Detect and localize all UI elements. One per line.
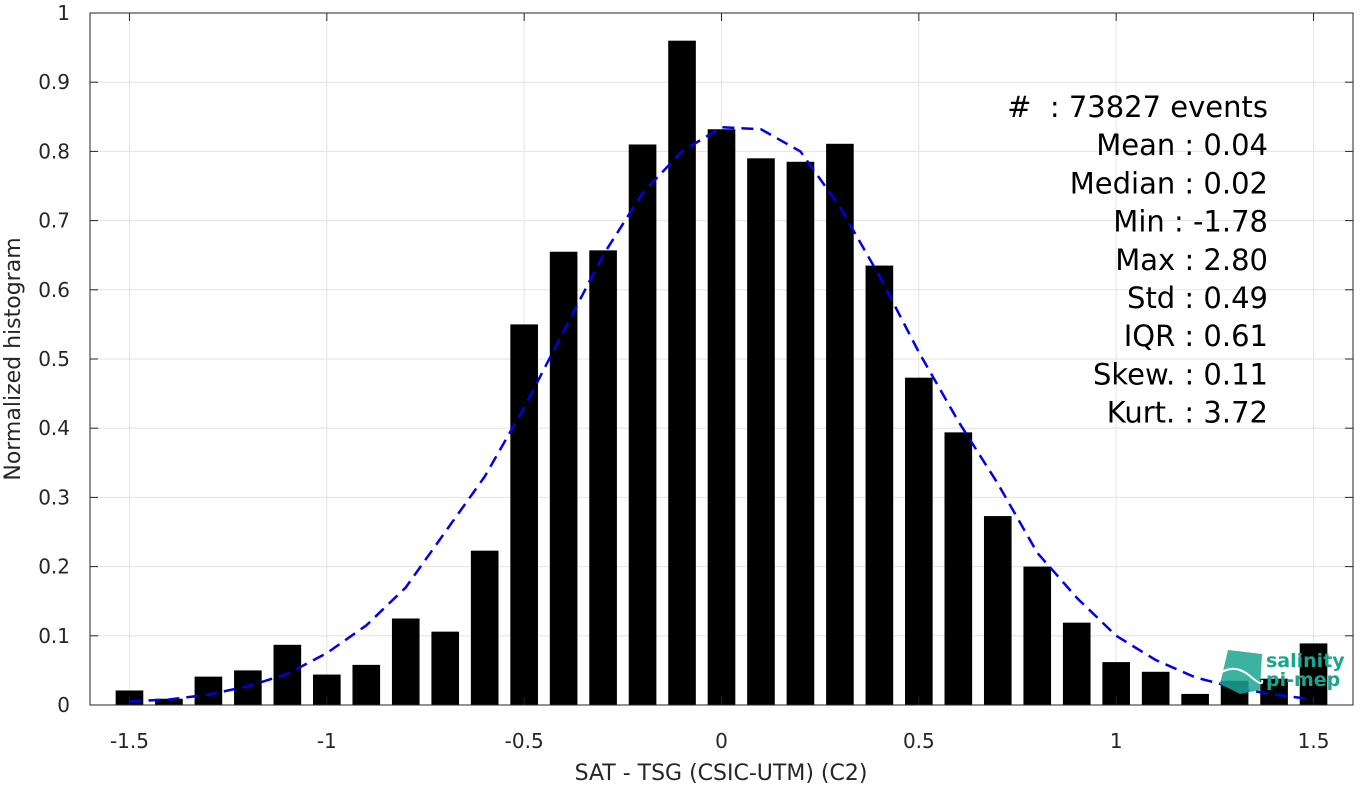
y-tick-label: 0.8 bbox=[38, 139, 70, 163]
histogram-bar bbox=[668, 40, 696, 706]
histogram-bar bbox=[352, 664, 381, 705]
y-tick-label: 0.5 bbox=[38, 347, 70, 371]
logo-mark-icon bbox=[1220, 650, 1262, 694]
histogram-bar bbox=[194, 676, 223, 705]
y-tick-label: 0 bbox=[57, 693, 70, 717]
x-tick-label: 1.5 bbox=[1298, 729, 1330, 753]
histogram-bar bbox=[905, 377, 933, 705]
logo-wave-icon bbox=[1221, 667, 1264, 685]
histogram-bar bbox=[589, 250, 617, 705]
y-tick-labels: 0 0.1 0.2 0.3 0.4 0.5 0.6 0.7 0.8 0.9 1 bbox=[38, 1, 70, 717]
y-tick-label: 0.3 bbox=[38, 485, 70, 509]
logo-line1: salinity bbox=[1266, 650, 1345, 672]
statistics-box: # : 73827 events Mean : 0.04 Median : 0.02… bbox=[1007, 90, 1268, 430]
histogram-bar bbox=[1299, 643, 1328, 705]
x-tick-label: 0.5 bbox=[903, 729, 935, 753]
histogram-bar bbox=[391, 618, 420, 705]
histogram-bar bbox=[470, 550, 499, 705]
stat-line: # : 73827 events bbox=[1007, 90, 1268, 124]
stat-line: IQR : 0.61 bbox=[1124, 319, 1268, 353]
stat-line: Skew. : 0.11 bbox=[1093, 357, 1268, 391]
histogram-bar bbox=[431, 631, 460, 705]
stat-line: Max : 2.80 bbox=[1115, 243, 1268, 277]
salinity-pimep-logo: salinity pi-mep bbox=[1220, 650, 1345, 694]
y-tick-label: 0.2 bbox=[38, 555, 70, 579]
histogram-bar bbox=[1181, 693, 1209, 705]
y-tick-label: 0.4 bbox=[38, 416, 70, 440]
histogram-bar bbox=[1023, 566, 1052, 705]
y-tick-label: 0.6 bbox=[38, 278, 70, 302]
x-tick-label: -1 bbox=[317, 729, 337, 753]
histogram-bar bbox=[865, 265, 894, 705]
x-tick-label: -1.5 bbox=[110, 729, 149, 753]
stat-line: Min : -1.78 bbox=[1113, 205, 1268, 239]
histogram-bar bbox=[234, 670, 262, 705]
y-tick-label: 0.7 bbox=[38, 209, 70, 233]
stat-line: Median : 0.02 bbox=[1070, 166, 1268, 200]
x-axis-label: SAT - TSG (CSIC-UTM) (C2) bbox=[575, 761, 868, 785]
y-tick-label: 0.1 bbox=[38, 624, 70, 648]
x-tick-label: -0.5 bbox=[505, 729, 544, 753]
histogram-bar bbox=[1141, 671, 1170, 705]
histogram-bar bbox=[628, 144, 657, 706]
histogram-bar bbox=[549, 251, 578, 706]
logo-line2: pi-mep bbox=[1266, 669, 1340, 691]
y-axis-label: Normalized histogram bbox=[1, 237, 26, 480]
stat-line: Mean : 0.04 bbox=[1096, 128, 1268, 162]
histogram-bar bbox=[786, 161, 815, 705]
stat-line: Std : 0.49 bbox=[1127, 281, 1268, 315]
stat-line: Kurt. : 3.72 bbox=[1107, 396, 1268, 430]
x-tick-label: 0 bbox=[715, 729, 728, 753]
histogram-bar bbox=[747, 158, 775, 705]
histogram-bar bbox=[1062, 622, 1091, 705]
histogram-bar bbox=[826, 143, 854, 706]
x-tick-label: 1 bbox=[1110, 729, 1123, 753]
histogram-bar bbox=[155, 698, 183, 705]
histogram-bar bbox=[944, 432, 973, 705]
x-tick-labels: -1.5 -1 -0.5 0 0.5 1 1.5 bbox=[110, 729, 1329, 753]
y-tick-label: 0.9 bbox=[38, 70, 70, 94]
histogram-bar bbox=[707, 129, 736, 706]
histogram-bar bbox=[983, 516, 1012, 705]
y-tick-label: 1 bbox=[57, 1, 70, 25]
axis-ticks bbox=[90, 12, 1353, 706]
histogram-bar bbox=[510, 324, 538, 705]
